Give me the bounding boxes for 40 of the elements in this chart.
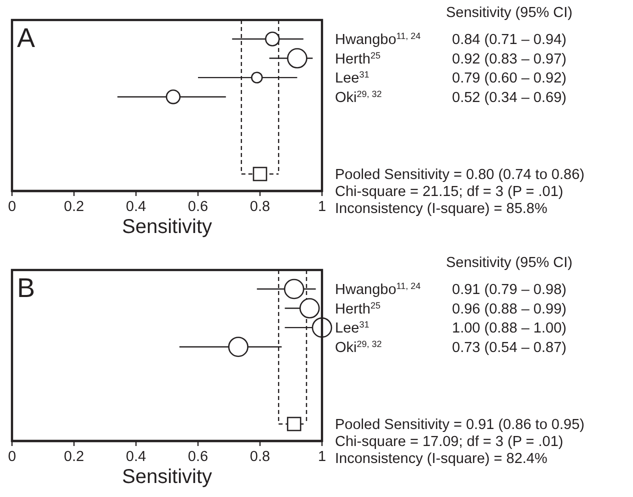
text: Inconsistency (I-square) = 85.8% <box>335 201 548 217</box>
x-tick-label: 0.6 <box>188 449 208 465</box>
y-tick-label: Hwangbo$^{11, 24}$ <box>335 31 421 48</box>
data-label: 0.79 (0.60 – 0.92) <box>452 70 566 87</box>
text: Pooled Sensitivity = 0.91 (0.86 to 0.95) <box>335 417 584 433</box>
data-label: 0.52 (0.34 – 0.69) <box>452 90 566 106</box>
text: Inconsistency (I-square) = 82.4% <box>335 451 548 467</box>
y-tick-label: Lee$^{31}$ <box>335 320 370 337</box>
x-tick-label: 0.2 <box>64 199 84 215</box>
x-tick-label: 0 <box>8 199 16 215</box>
text: Chi-square = 21.15; df = 3 (P = .01) <box>335 184 564 200</box>
x-tick-label: 1 <box>318 449 326 465</box>
y-tick-label: Lee$^{31}$ <box>335 70 370 87</box>
y-tick-label: Herth$^{25}$ <box>335 300 380 318</box>
text: Pooled Sensitivity = 0.80 (0.74 to 0.86) <box>335 167 584 183</box>
x-tick-label: 0.4 <box>126 449 146 465</box>
data-label: 0.84 (0.71 – 0.94) <box>452 32 566 48</box>
data-label: 1.00 (0.88 – 1.00) <box>452 320 566 337</box>
x-tick-label: 0.6 <box>188 199 208 215</box>
x-tick-label: 0.4 <box>126 199 146 215</box>
data-label: 0.96 (0.88 – 0.99) <box>452 301 566 318</box>
x-axis-title: Sensitivity <box>122 466 212 488</box>
data-label: 0.92 (0.83 – 0.97) <box>452 51 566 68</box>
text: Sensitivity (95% CI) <box>446 255 573 271</box>
x-tick-label: 1 <box>318 199 326 215</box>
x-axis-title: Sensitivity <box>122 216 212 238</box>
chart-title: B <box>17 273 36 303</box>
x-tick-label: 0.8 <box>250 449 270 465</box>
x-tick-label: 0.2 <box>64 449 84 465</box>
y-tick-label: Hwangbo$^{11, 24}$ <box>335 281 421 298</box>
x-tick-label: 0 <box>8 449 16 465</box>
text: Chi-square = 17.09; df = 3 (P = .01) <box>335 434 564 450</box>
text: Sensitivity (95% CI) <box>446 5 573 21</box>
chart-title: A <box>17 23 36 53</box>
data-label: 0.73 (0.54 – 0.87) <box>452 340 566 356</box>
y-tick-label: Oki$^{29, 32}$ <box>335 88 382 106</box>
data-label: 0.91 (0.79 – 0.98) <box>452 282 566 298</box>
x-tick-label: 0.8 <box>250 199 270 215</box>
y-tick-label: Herth$^{25}$ <box>335 50 380 68</box>
y-tick-label: Oki$^{29, 32}$ <box>335 338 382 356</box>
